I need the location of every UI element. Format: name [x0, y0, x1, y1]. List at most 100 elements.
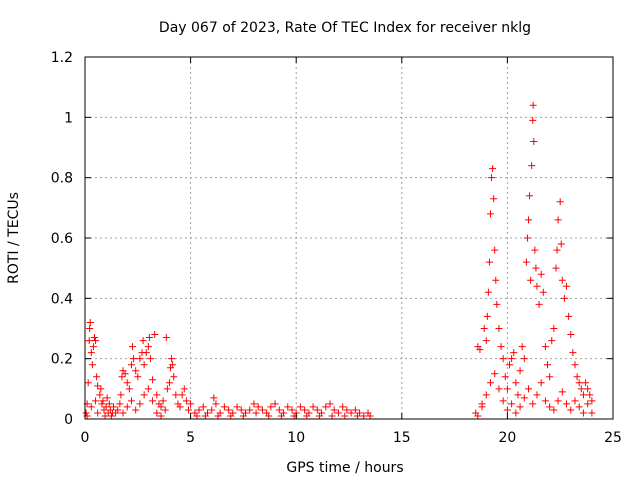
data-point [476, 346, 484, 354]
data-point [491, 370, 499, 378]
data-point [575, 379, 583, 387]
data-point [86, 318, 94, 326]
data-point [101, 412, 109, 420]
data-point [571, 361, 579, 369]
data-point [550, 325, 558, 332]
data-point [250, 400, 258, 408]
data-point [484, 288, 492, 296]
grid-lines [85, 57, 613, 419]
plot-border [84, 56, 614, 420]
data-point [554, 216, 562, 224]
data-point [136, 355, 144, 363]
data-point [91, 334, 99, 342]
data-point [168, 355, 176, 363]
data-point [96, 391, 104, 399]
data-point [525, 385, 533, 393]
data-point [144, 343, 152, 351]
data-points [82, 101, 596, 420]
data-point [119, 409, 127, 417]
data-point [195, 406, 203, 414]
data-point [537, 270, 545, 278]
data-point [510, 349, 518, 357]
data-point [508, 400, 516, 408]
data-point [482, 391, 490, 399]
data-point [296, 403, 304, 411]
data-point [537, 379, 545, 387]
data-point [246, 406, 254, 414]
data-point [529, 116, 537, 124]
data-point [347, 409, 355, 417]
x-tick-label: 5 [186, 430, 195, 446]
data-point [153, 409, 161, 417]
data-point [586, 391, 594, 399]
data-point [284, 403, 292, 411]
data-point [548, 337, 556, 345]
data-point [546, 403, 554, 411]
data-point [322, 403, 330, 411]
data-point [184, 406, 192, 414]
data-point [97, 385, 105, 393]
data-point [516, 367, 524, 375]
data-point [527, 276, 535, 284]
data-point [201, 412, 209, 420]
data-point [151, 331, 159, 339]
data-point [162, 334, 170, 342]
data-point [567, 406, 575, 414]
data-point [267, 403, 275, 411]
data-point [187, 400, 195, 408]
data-point [149, 397, 157, 405]
data-point [117, 391, 125, 399]
data-point [495, 385, 503, 393]
data-point [140, 361, 148, 369]
data-point [495, 325, 503, 332]
data-point [532, 264, 540, 272]
data-point [483, 312, 491, 320]
data-point [99, 397, 107, 405]
data-point [575, 403, 583, 411]
data-point [157, 412, 165, 420]
data-point [144, 385, 152, 393]
data-point [565, 312, 573, 320]
data-point [558, 276, 566, 284]
data-point [480, 325, 488, 332]
data-point [501, 373, 509, 381]
data-point [584, 385, 592, 393]
data-point [105, 400, 113, 408]
data-point [529, 400, 537, 408]
data-point [579, 391, 587, 399]
data-point [178, 391, 186, 399]
data-point [541, 343, 549, 351]
data-point [98, 400, 106, 408]
data-point [490, 195, 498, 203]
y-axis-label: ROTI / TECUs [6, 192, 22, 284]
data-point [512, 409, 520, 417]
data-point [539, 288, 547, 296]
data-point [541, 397, 549, 405]
data-point [132, 367, 140, 375]
data-point [92, 397, 100, 405]
data-point [582, 379, 590, 387]
data-point [557, 240, 565, 248]
data-point [159, 397, 167, 405]
data-point [193, 412, 201, 420]
data-point [103, 394, 111, 402]
data-point [499, 355, 507, 363]
data-point [210, 394, 218, 402]
data-point [533, 391, 541, 399]
data-point [110, 403, 118, 411]
data-point [121, 370, 129, 378]
data-point [326, 400, 334, 408]
y-tick-label: 0 [64, 412, 73, 428]
data-point [125, 385, 133, 393]
y-tick-label: 0.6 [51, 231, 73, 247]
data-point [220, 403, 228, 411]
data-point [116, 400, 124, 408]
data-point [497, 343, 505, 351]
chart-title: Day 067 of 2023, Rate Of TEC Index for r… [159, 20, 531, 36]
data-point [172, 391, 180, 399]
data-point [89, 343, 97, 351]
data-point [265, 412, 273, 420]
data-point [552, 264, 560, 272]
data-point [478, 400, 486, 408]
data-point [503, 385, 511, 393]
